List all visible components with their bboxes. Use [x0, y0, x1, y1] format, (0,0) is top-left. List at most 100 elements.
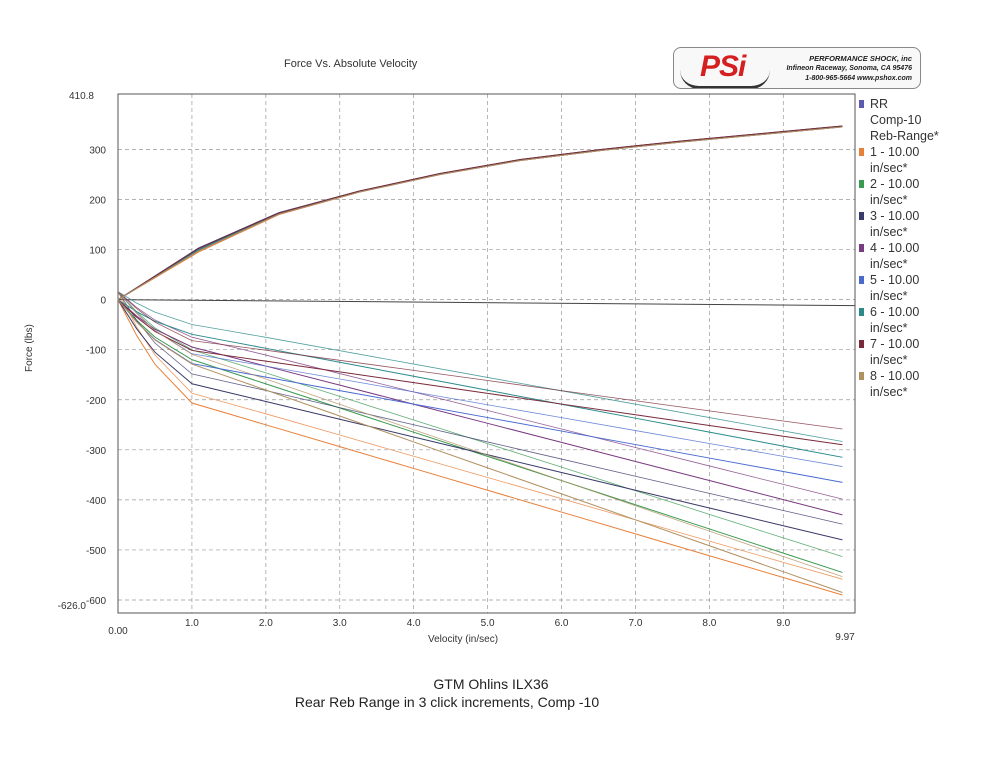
- y-tick-label: -200: [86, 396, 106, 407]
- x-tick-label: 8.0: [702, 618, 716, 629]
- legend-entry-unit: in/sec*: [870, 193, 908, 207]
- legend-header-line: Comp-10: [870, 113, 922, 127]
- grid: [118, 94, 855, 613]
- series-lines: [117, 125, 843, 596]
- legend-header: RR Comp-10 Reb-Range*: [858, 96, 978, 144]
- legend-entry-label: 2 - 10.00: [870, 177, 920, 191]
- series-line-rebound: [117, 299, 843, 596]
- legend-entry-unit: in/sec*: [870, 385, 908, 399]
- legend-entry-unit: in/sec*: [870, 353, 908, 367]
- axes: [117, 93, 856, 614]
- logo-contact: 1-800-965-5664 www.pshox.com: [805, 75, 912, 82]
- x-tick-label: 3.0: [333, 618, 347, 629]
- logo-company: PERFORMANCE SHOCK, inc: [809, 54, 912, 63]
- zero-line: [117, 299, 856, 307]
- legend-header-swatch: [859, 100, 864, 108]
- legend-entry-label: 6 - 10.00: [870, 305, 920, 319]
- chart-title: Force Vs. Absolute Velocity: [284, 58, 418, 70]
- x-axis-label: Velocity (in/sec): [428, 634, 499, 645]
- legend-entry-label: 4 - 10.00: [870, 241, 920, 255]
- x-tick-label: 1.0: [185, 618, 199, 629]
- y-tick-label: -600: [86, 596, 106, 607]
- legend-entry: 4 - 10.00 in/sec*: [858, 240, 978, 272]
- y-tick-label: -500: [86, 546, 106, 557]
- series-line-rebound: [117, 299, 843, 446]
- series-line-compression: [117, 125, 843, 301]
- series-line-compression: [117, 126, 843, 301]
- legend-entry: 1 - 10.00 in/sec*: [858, 144, 978, 176]
- legend-header-line: RR: [870, 97, 889, 111]
- legend-entry: 3 - 10.00 in/sec*: [858, 208, 978, 240]
- series-line-compression: [117, 125, 843, 301]
- legend-entry-unit: in/sec*: [870, 161, 908, 175]
- legend-entry-label: 7 - 10.00: [870, 337, 920, 351]
- series-line-rebound: [117, 299, 843, 573]
- legend-entry-label: 3 - 10.00: [870, 209, 920, 223]
- legend-swatch: [859, 212, 864, 220]
- series-line-rebound-return: [117, 291, 843, 430]
- y-tick-label: 0: [100, 296, 106, 307]
- series-line-compression: [117, 125, 843, 301]
- legend-swatch: [859, 180, 864, 188]
- series-line-rebound-return: [117, 291, 843, 525]
- legend-entry: 8 - 10.00 in/sec*: [858, 368, 978, 400]
- x-tick-label: 9.0: [776, 618, 790, 629]
- x-tick-label-min: 0.00: [108, 626, 128, 637]
- legend-entry: 5 - 10.00 in/sec*: [858, 272, 978, 304]
- x-tick-label: 2.0: [259, 618, 273, 629]
- legend-entry-label: 5 - 10.00: [870, 273, 920, 287]
- legend-entries: 1 - 10.00 in/sec* 2 - 10.00 in/sec* 3 - 10.0…: [858, 144, 978, 400]
- y-tick-label: 200: [89, 196, 106, 207]
- legend-entry-unit: in/sec*: [870, 289, 908, 303]
- legend-entry: 2 - 10.00 in/sec*: [858, 176, 978, 208]
- series-line-compression: [117, 125, 843, 301]
- series-line-rebound-return: [117, 291, 843, 500]
- legend-entry: 6 - 10.00 in/sec*: [858, 304, 978, 336]
- x-tick-label: 5.0: [481, 618, 495, 629]
- logo-address: Infineon Raceway, Sonoma, CA 95476: [786, 65, 912, 72]
- y-tick-label: -300: [86, 446, 106, 457]
- x-tick-label: 6.0: [555, 618, 569, 629]
- legend-entry-unit: in/sec*: [870, 225, 908, 239]
- series-line-rebound: [117, 299, 843, 593]
- y-tick-label: -400: [86, 496, 106, 507]
- footer-subtitle: Rear Reb Range in 3 click increments, Co…: [294, 694, 600, 710]
- tick-labels: 300 200 100 0 -100 -200 -300 -400 -500 -600 410.8 -…: [58, 91, 856, 643]
- y-axis-label: Force (lbs): [24, 324, 35, 372]
- y-tick-label: 100: [89, 246, 106, 257]
- legend-entry-label: 8 - 10.00: [870, 369, 920, 383]
- footer-title: GTM Ohlins ILX36: [433, 676, 549, 692]
- legend-swatch: [859, 308, 864, 316]
- legend-swatch: [859, 372, 864, 380]
- legend-entry-unit: in/sec*: [870, 321, 908, 335]
- x-tick-label: 4.0: [407, 618, 421, 629]
- x-tick-label-max: 9.97: [835, 632, 855, 643]
- series-line-rebound-return: [117, 291, 843, 558]
- series-line-rebound-return: [117, 291, 843, 580]
- legend-entry-unit: in/sec*: [870, 257, 908, 271]
- series-line-rebound: [117, 299, 843, 541]
- legend-swatch: [859, 148, 864, 156]
- x-tick-label: 7.0: [628, 618, 642, 629]
- series-line-rebound-return: [117, 291, 843, 442]
- logo-swoosh: [680, 70, 770, 88]
- legend: RR Comp-10 Reb-Range* 1 - 10.00 in/sec* 2 …: [858, 96, 978, 400]
- series-line-compression: [117, 126, 843, 301]
- series-line-compression: [117, 126, 843, 301]
- y-tick-label-min: -626.0: [58, 601, 87, 612]
- legend-entry-label: 1 - 10.00: [870, 145, 920, 159]
- psi-logo: PSi PERFORMANCE SHOCK, inc Infineon Race…: [673, 47, 921, 89]
- series-line-rebound-return: [117, 291, 843, 578]
- legend-entry: 7 - 10.00 in/sec*: [858, 336, 978, 368]
- legend-header-line: Reb-Range*: [870, 129, 939, 143]
- y-tick-label-max: 410.8: [69, 91, 94, 102]
- y-tick-label: -100: [86, 346, 106, 357]
- legend-swatch: [859, 340, 864, 348]
- series-line-rebound: [117, 299, 843, 483]
- logo-mark: PSi: [700, 50, 746, 83]
- series-line-rebound: [117, 299, 843, 458]
- plot-frame: [117, 93, 856, 614]
- series-line-rebound: [117, 299, 843, 516]
- legend-swatch: [859, 244, 864, 252]
